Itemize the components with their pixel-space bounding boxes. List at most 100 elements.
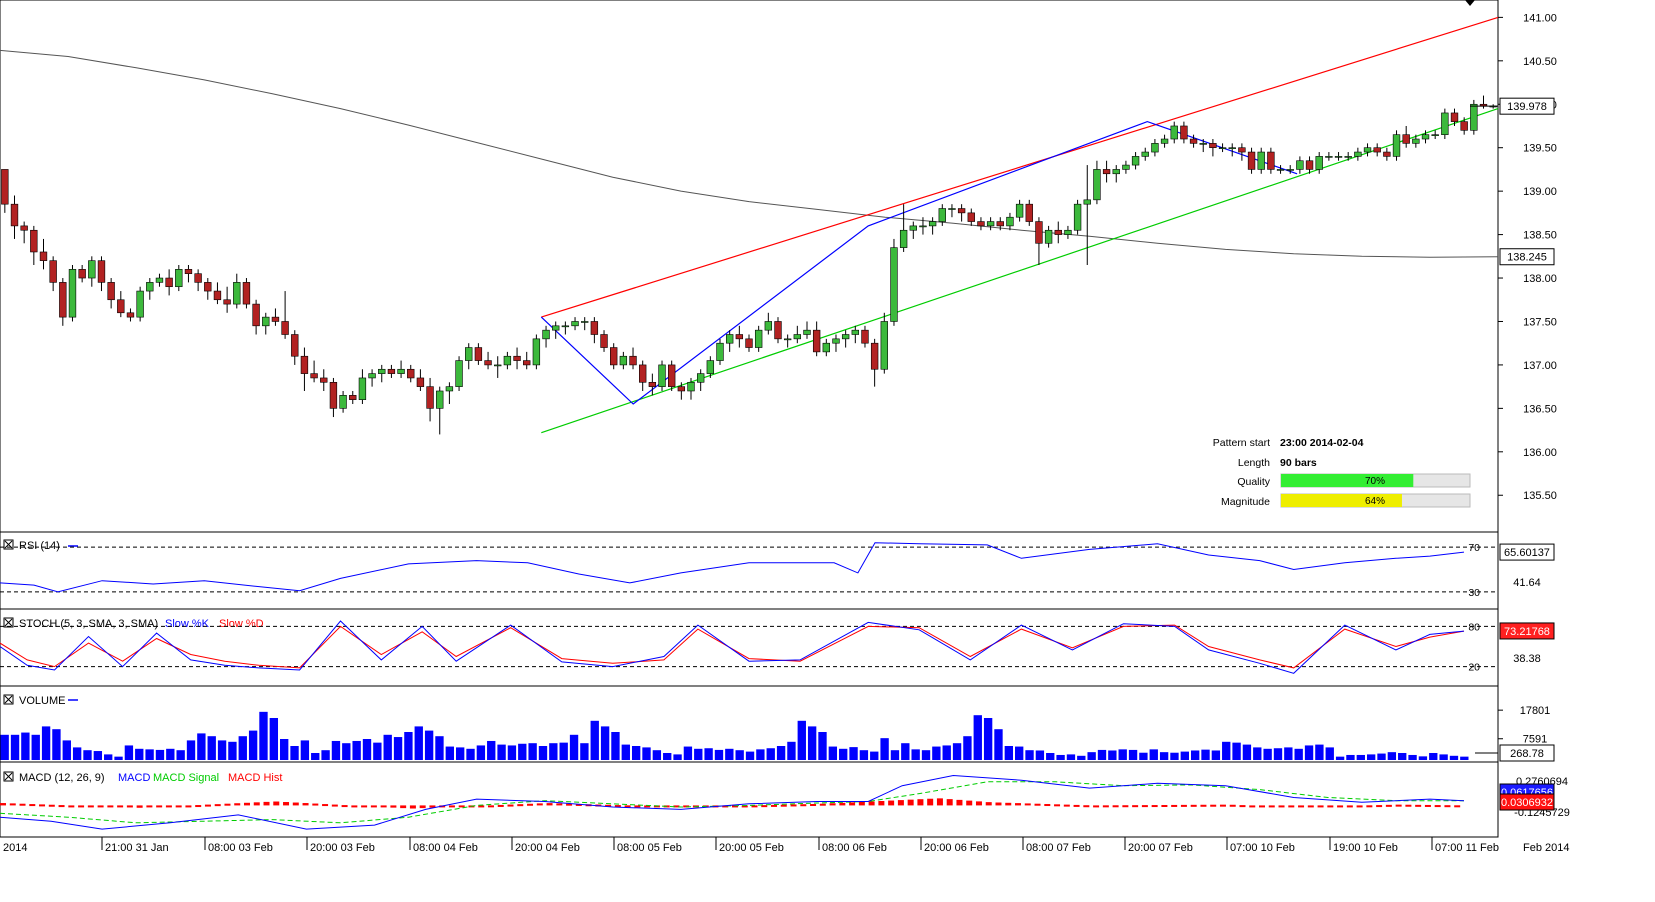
- macd-hist-bar: [751, 805, 758, 808]
- volume-bar: [870, 751, 879, 760]
- time-axis-label: 08:00 04 Feb: [413, 842, 478, 854]
- volume-bar: [1035, 750, 1045, 760]
- macd-hist-bar: [263, 801, 270, 806]
- volume-bar: [476, 745, 486, 760]
- price-tick-label: 136.00: [1523, 447, 1557, 459]
- rsi-level-label: 30: [1468, 587, 1480, 599]
- quality-value: 70%: [1365, 476, 1385, 487]
- candle-body: [146, 282, 154, 292]
- candle-body: [445, 386, 454, 392]
- volume-bar: [652, 750, 662, 760]
- macd-legend-macd: MACD: [118, 772, 150, 784]
- ma-value-box: [1499, 248, 1555, 266]
- macd-hist-bar: [653, 805, 660, 808]
- volume-bar: [104, 754, 113, 760]
- volume-bar: [31, 734, 40, 760]
- volume-bar: [963, 736, 972, 760]
- volume-bar: [176, 750, 185, 760]
- macd-hist-bar: [1454, 805, 1461, 808]
- indicator-value-box: [1499, 622, 1555, 640]
- volume-bar: [321, 750, 330, 760]
- macd-hist-bar: [400, 805, 407, 809]
- volume-bar: [0, 734, 9, 760]
- volume-bar: [807, 726, 817, 760]
- macd-hist-bar: [1112, 805, 1119, 808]
- candle-body: [252, 303, 260, 327]
- candle-body: [890, 247, 898, 322]
- macd-hist-bar: [975, 801, 982, 806]
- candle-body: [938, 208, 946, 222]
- candle-body: [88, 260, 96, 279]
- candle-body: [725, 334, 734, 344]
- candle-body: [1431, 134, 1439, 136]
- candle-body: [436, 390, 444, 409]
- macd-hist-bar: [624, 805, 631, 808]
- ma-value-label: 138.245: [1507, 252, 1547, 264]
- candle-body: [20, 225, 28, 231]
- macd-hist-bar: [497, 804, 504, 807]
- volume-bar: [704, 748, 713, 760]
- time-axis-label: 08:00 07 Feb: [1026, 842, 1091, 854]
- volume-bar: [424, 730, 434, 760]
- volume-bar: [663, 753, 672, 760]
- volume-bar: [331, 740, 341, 760]
- macd-hist-bar: [722, 805, 729, 808]
- macd-hist-bar: [1180, 804, 1187, 807]
- macd-hist-bar: [546, 803, 553, 806]
- magnitude-bar-fill: [1281, 494, 1402, 507]
- macd-hist-bar: [1444, 805, 1451, 808]
- volume-bar: [921, 750, 931, 760]
- macd-hist-bar: [927, 798, 934, 806]
- volume-bar: [776, 746, 786, 760]
- volume-bar: [362, 739, 372, 760]
- volume-bar: [952, 743, 962, 760]
- volume-bar: [745, 751, 755, 760]
- macd-legend: MACD (12, 26, 9): [19, 772, 105, 784]
- volume-bar: [41, 726, 51, 760]
- macd-hist-bar: [614, 805, 621, 808]
- candle-body: [213, 290, 222, 301]
- candle-body: [1402, 134, 1410, 144]
- stoch-legend-k: Slow %K: [165, 618, 210, 630]
- candle-body: [1421, 134, 1430, 140]
- candle-body: [97, 260, 106, 283]
- candle-body: [1383, 151, 1391, 157]
- volume-bar: [621, 744, 630, 760]
- macd-hist-bar: [1063, 804, 1070, 807]
- candle-body: [832, 338, 840, 344]
- candle-body: [648, 381, 657, 387]
- volume-bar: [559, 742, 568, 760]
- candle-body: [1334, 156, 1343, 158]
- candle-body: [957, 208, 966, 214]
- macd-hist-bar: [1141, 805, 1148, 808]
- macd-hist-bar: [1239, 805, 1246, 808]
- candle-body: [909, 225, 917, 231]
- candle-body: [184, 269, 193, 274]
- candle-body: [223, 299, 231, 305]
- candle-body: [1354, 151, 1362, 157]
- macd-hist-bar: [1161, 804, 1168, 807]
- volume-bar: [455, 747, 465, 760]
- macd-hist-bar: [517, 804, 524, 807]
- volume-bar: [1056, 754, 1065, 760]
- candle-body: [1325, 156, 1333, 158]
- candle-body: [10, 203, 19, 227]
- candle-body: [1450, 112, 1459, 122]
- macd-hist-bar: [87, 805, 94, 808]
- candle-body: [175, 269, 183, 288]
- volume-bar: [1398, 753, 1407, 760]
- candle-body: [1296, 160, 1304, 170]
- candle-body: [242, 282, 251, 305]
- volume-bar: [973, 715, 982, 760]
- volume-bar: [694, 748, 703, 760]
- candle-body: [696, 373, 705, 383]
- quality-bar-fill: [1281, 474, 1414, 487]
- macd-hist-bar: [829, 803, 836, 806]
- volume-bar: [932, 746, 941, 760]
- macd-hist-bar: [1366, 805, 1373, 808]
- price-tick-label: 136.50: [1523, 403, 1557, 415]
- candle-body: [1122, 164, 1130, 170]
- macd-hist-bar: [1200, 804, 1207, 807]
- candle-body: [610, 347, 618, 366]
- candle-body: [1344, 156, 1352, 158]
